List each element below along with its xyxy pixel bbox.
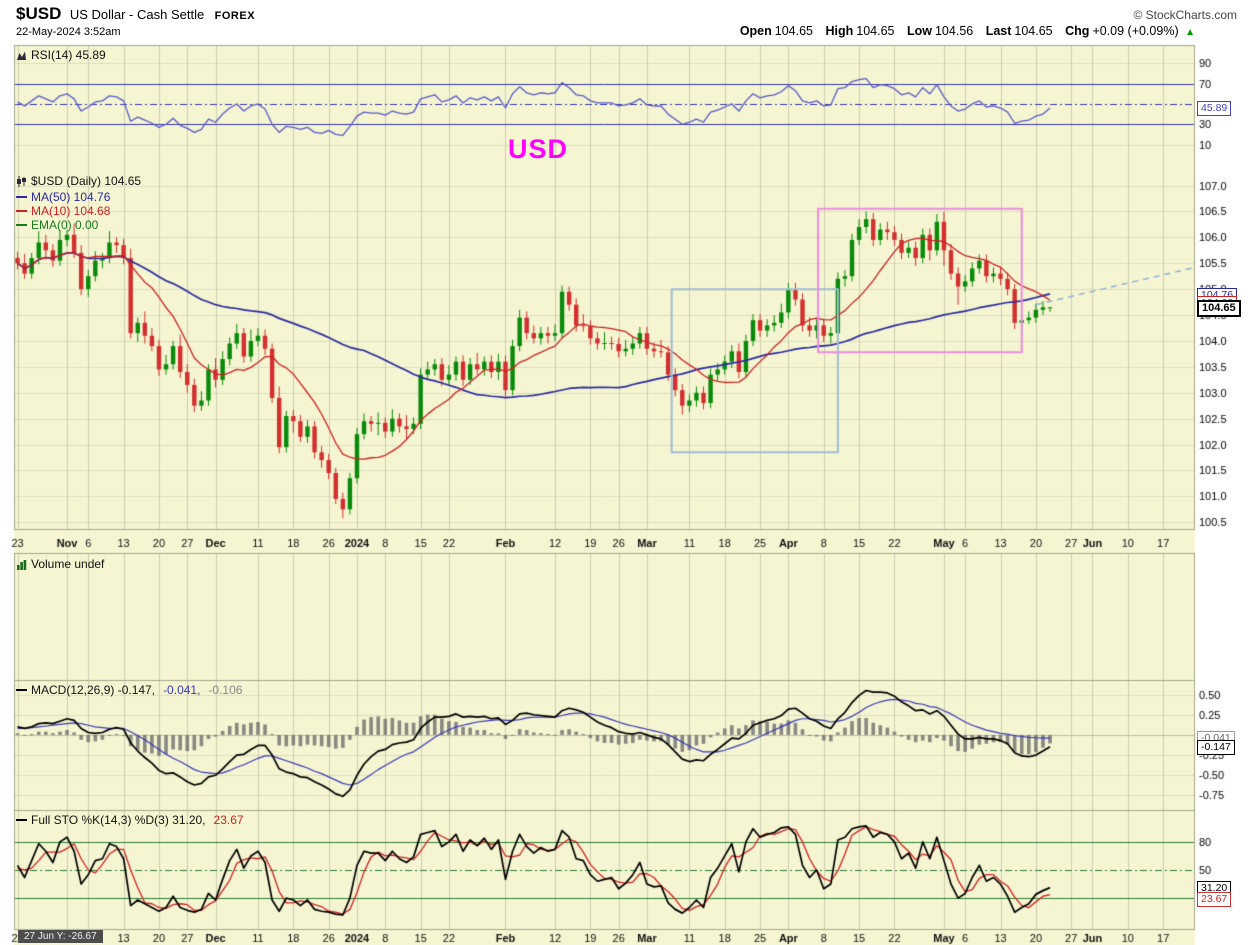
sto-d-value-label: 23.67 [213,813,244,827]
macd-hist-value-label: -0.106 [208,683,243,697]
symbol: $USD [16,4,62,23]
sto-line-swatch [16,819,27,821]
high-label: High [825,24,854,38]
rsi-value-chip: 45.89 [1197,101,1232,117]
chart-header: $USD US Dollar - Cash Settle FOREX [16,4,255,24]
candlestick-icon [17,175,26,187]
high-value: 104.65 [856,24,895,38]
open-value: 104.65 [774,24,813,38]
ema-line-swatch [16,224,27,226]
low-label: Low [906,24,932,38]
macd-signal-value-label: -0.041, [163,683,201,697]
quote-strip: Open 104.65 High 104.65 Low 104.56 Last 104.… [731,24,1195,38]
last-value: 104.65 [1014,24,1053,38]
ma50-legend: MA(50) 104.76 [16,190,110,204]
ma50-legend-label: MA(50) 104.76 [31,190,111,204]
copyright: © StockCharts.com [1133,8,1237,22]
rsi-legend: RSI(14) 45.89 [16,48,106,62]
ma10-legend-label: MA(10) 104.68 [31,204,111,218]
ma10-line-swatch [16,210,27,212]
usd-watermark: USD [508,134,569,164]
sto-legend-label: Full STO %K(14,3) %D(3) 31.20, [31,813,206,827]
rsi-legend-label: RSI(14) 45.89 [31,48,106,62]
chg-value: +0.09 (+0.09%) [1092,24,1179,38]
volume-bars-icon [17,559,27,570]
last-price-chip: 104.65 [1197,300,1241,318]
macd-legend: MACD(12,26,9) -0.147, -0.041, -0.106 [16,683,242,697]
open-label: Open [739,24,772,38]
mac d-line-swatch [16,689,27,691]
ma10-legend: MA(10) 104.68 [16,204,110,218]
last-label: Last [985,24,1012,38]
macd-legend-label: MACD(12,26,9) -0.147, [31,683,156,697]
datetime: 22-May-2024 3:52am [16,26,121,38]
price-title-label: $USD (Daily) 104.65 [31,174,142,188]
ema-legend-label: EMA(0) 0.00 [31,218,99,232]
volume-legend-label: Volume undef [31,557,105,571]
exchange-label: FOREX [214,10,256,22]
up-arrow-icon: ▲ [1185,27,1195,38]
symbol-name: US Dollar - Cash Settle [69,7,205,22]
sto-legend: Full STO %K(14,3) %D(3) 31.20, 23.67 [16,813,244,827]
low-value: 104.56 [934,24,974,38]
chg-label: Chg [1065,24,1090,38]
macd-value-chip: -0.147 [1197,739,1235,755]
ma50-line-swatch [16,196,27,198]
price-legend-title: $USD (Daily) 104.65 [16,174,141,188]
crosshair-readout: 27 Jun Y: -26.67 [18,930,103,943]
volume-legend: Volume undef [16,557,104,571]
rsi-indicator-icon [17,51,26,60]
sto-d-chip: 23.67 [1197,891,1232,907]
ema-legend: EMA(0) 0.00 [16,218,98,232]
